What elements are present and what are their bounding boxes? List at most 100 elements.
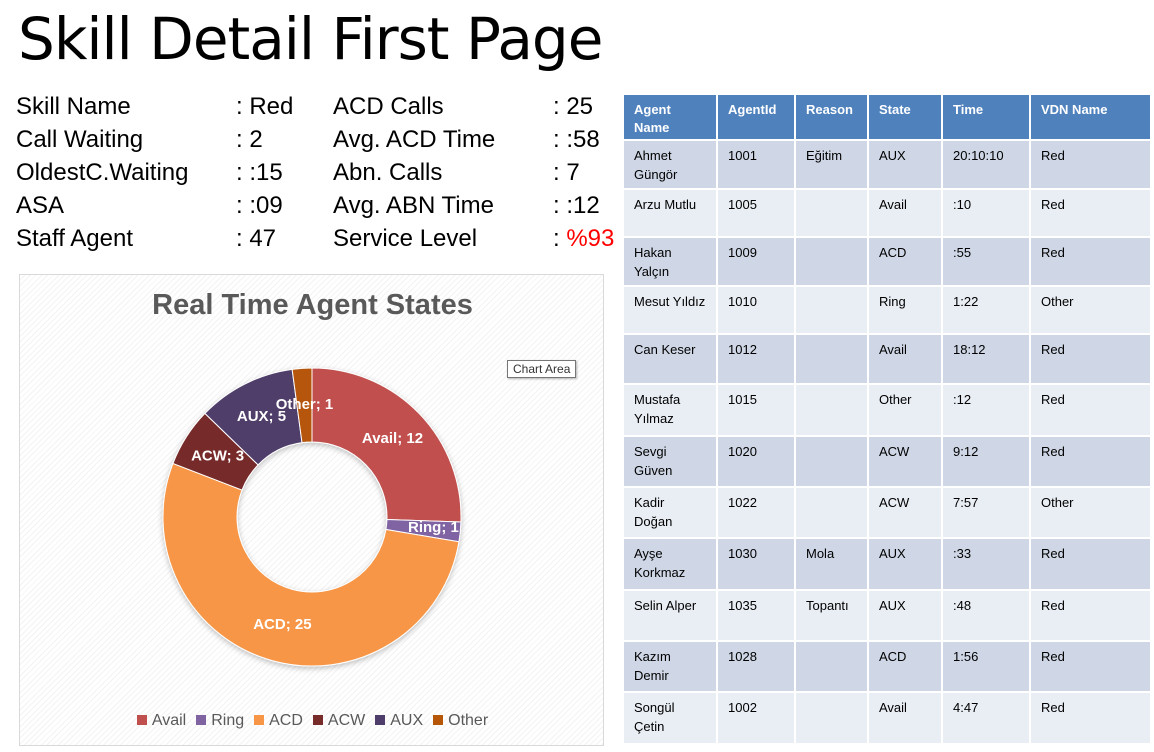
table-cell: Other xyxy=(1030,285,1152,334)
table-cell: 1:22 xyxy=(942,285,1031,334)
donut-chart: Avail; 12 Ring; 1 ACD; 25 ACW; 3 AUX; 5Other… xyxy=(162,367,462,667)
legend-label: ACD xyxy=(269,712,303,729)
kpi-value: : :09 xyxy=(236,192,283,219)
table-cell: Selin Alper xyxy=(624,589,718,641)
table-row: Kazım Demir 1028 ACD 1:56 Red xyxy=(624,640,1152,692)
table-cell xyxy=(795,383,869,436)
page-title: Skill Detail First Page xyxy=(18,5,603,73)
table-cell: Mesut Yıldız xyxy=(624,285,718,334)
kpi-value: : Red xyxy=(236,93,294,120)
table-cell: 18:12 xyxy=(942,333,1031,384)
table-cell: Sevgi Güven xyxy=(624,435,718,487)
legend-item[interactable]: Other xyxy=(433,712,488,730)
legend-swatch xyxy=(433,715,444,725)
data-label: ACD; 25 xyxy=(253,616,311,633)
table-header-cell: Agent Name xyxy=(624,95,718,140)
kpi-left-labels: Skill Name Call Waiting OldestC.Waiting … xyxy=(16,90,189,255)
table-cell: Kadir Doğan xyxy=(624,486,718,538)
table-cell xyxy=(795,285,869,334)
table-cell xyxy=(795,691,869,743)
table-cell: Can Keser xyxy=(624,333,718,384)
data-label: ACW; 3 xyxy=(191,448,244,465)
table-cell: Eğitim xyxy=(795,139,869,189)
table-row: Ayşe Korkmaz 1030 Mola AUX:33 Red xyxy=(624,537,1152,590)
data-label: Avail; 12 xyxy=(362,430,423,447)
table-cell: 1002 xyxy=(717,691,796,743)
legend-label: ACW xyxy=(327,712,366,729)
legend-swatch xyxy=(254,715,265,725)
table-cell: Red xyxy=(1030,537,1152,590)
legend-swatch xyxy=(136,715,147,725)
table-cell: 1035 xyxy=(717,589,796,641)
kpi-label: Avg. ABN Time xyxy=(333,192,494,219)
legend-item[interactable]: ACW xyxy=(312,712,366,730)
table-header-cell: Reason xyxy=(795,95,869,140)
legend-swatch xyxy=(312,715,323,725)
kpi-value: : :58 xyxy=(553,126,600,153)
kpi-label: Skill Name xyxy=(16,93,131,120)
table-cell: 1028 xyxy=(717,640,796,692)
kpi-label: Staff Agent xyxy=(16,225,133,252)
table-cell: Red xyxy=(1030,640,1152,692)
kpi-value: : :12 xyxy=(553,192,600,219)
table-cell: ACD xyxy=(868,640,943,692)
table-cell: AUX xyxy=(868,139,943,189)
legend-item[interactable]: ACD xyxy=(254,712,303,730)
legend-item[interactable]: Avail xyxy=(136,712,186,730)
legend-item[interactable]: AUX xyxy=(375,712,423,730)
kpi-label: ACD Calls xyxy=(333,93,444,120)
donut-slice-acd[interactable] xyxy=(162,462,460,667)
table-row: Can Keser 1012 Avail 18:12 Red xyxy=(624,333,1152,384)
donut-slice-other[interactable] xyxy=(291,367,313,444)
table-cell xyxy=(795,435,869,487)
table-cell: Hakan Yalçın xyxy=(624,236,718,286)
table-cell: Arzu Mutlu xyxy=(624,188,718,237)
table-cell: Topantı xyxy=(795,589,869,641)
table-cell: Red xyxy=(1030,188,1152,237)
data-label: Other; 1 xyxy=(276,396,334,413)
table-row: Selin Alper 1035 Topantı AUX:48 Red xyxy=(624,589,1152,641)
legend-label: Ring xyxy=(211,712,245,729)
table-cell: Ahmet Güngör xyxy=(624,139,718,189)
kpi-label: Call Waiting xyxy=(16,126,144,153)
table-cell xyxy=(795,188,869,237)
table-header-cell: AgentId xyxy=(717,95,796,140)
kpi-value-prefix: : xyxy=(553,225,567,252)
table-row: Mustafa Yılmaz 1015 Other:12 Red xyxy=(624,383,1152,436)
table-cell xyxy=(795,333,869,384)
kpi-label: Avg. ACD Time xyxy=(333,126,496,153)
table-cell: :48 xyxy=(942,589,1031,641)
table-cell: 1022 xyxy=(717,486,796,538)
data-label: AUX; 5 xyxy=(237,408,286,425)
table-cell: Other xyxy=(1030,486,1152,538)
table-cell: Red xyxy=(1030,435,1152,487)
table-row: Mesut Yıldız 1010 Ring 1:22 Other xyxy=(624,285,1152,334)
table-cell: ACW xyxy=(868,435,943,487)
table-cell: 1012 xyxy=(717,333,796,384)
table-cell: :33 xyxy=(942,537,1031,590)
table-row: Arzu Mutlu 1005 Avail:10 Red xyxy=(624,188,1152,237)
table-row: Kadir Doğan 1022 ACW 7:57 Other xyxy=(624,486,1152,538)
table-cell: AUX xyxy=(868,589,943,641)
donut-slice-avail[interactable] xyxy=(311,367,462,523)
table-row: Ahmet Güngör 1001 Eğitim AUX 20:10:10 Red xyxy=(624,139,1152,189)
table-header-cell: State xyxy=(868,95,943,140)
legend-label: AUX xyxy=(390,712,424,729)
table-cell: Mustafa Yılmaz xyxy=(624,383,718,436)
table-cell: 1030 xyxy=(717,537,796,590)
legend-swatch xyxy=(196,715,207,725)
table-cell: 9:12 xyxy=(942,435,1031,487)
table-cell: 7:57 xyxy=(942,486,1031,538)
kpi-value: : 25 xyxy=(553,93,594,120)
kpi-value: : 2 xyxy=(236,126,263,153)
legend-swatch xyxy=(375,715,386,725)
table-cell: Red xyxy=(1030,383,1152,436)
table-cell: :10 xyxy=(942,188,1031,237)
table-cell: ACW xyxy=(868,486,943,538)
kpi-value: : :15 xyxy=(236,159,283,186)
table-cell: 1010 xyxy=(717,285,796,334)
legend-item[interactable]: Ring xyxy=(196,712,244,730)
kpi-right-values: : 25 : :58 : 7 : :12 : %93 xyxy=(553,90,614,255)
table-cell: 1001 xyxy=(717,139,796,189)
